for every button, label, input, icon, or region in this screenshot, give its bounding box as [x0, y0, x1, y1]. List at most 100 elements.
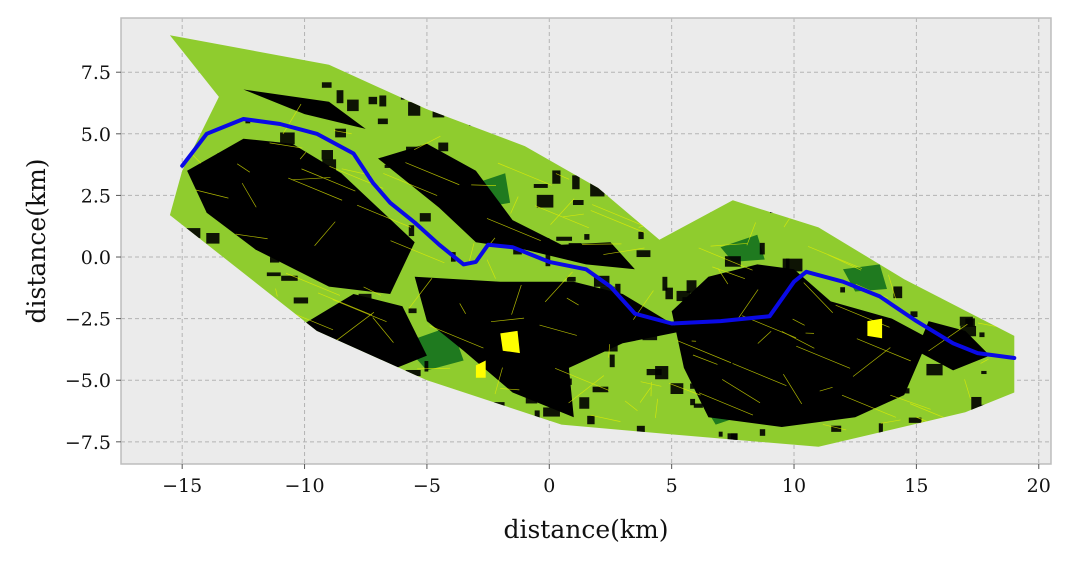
building-block [574, 286, 578, 298]
road-line [500, 388, 520, 391]
building-block [432, 110, 445, 118]
building-block [552, 170, 561, 184]
road-line [550, 198, 575, 225]
road-line [555, 173, 570, 180]
road-line [639, 387, 652, 403]
building-block [893, 286, 903, 299]
building-block [563, 344, 578, 351]
building-block [500, 345, 509, 359]
building-block [759, 429, 766, 436]
building-block [826, 334, 840, 348]
building-block [630, 316, 637, 328]
road-line [803, 282, 834, 313]
building-block [910, 311, 918, 318]
yellow-patch [500, 330, 520, 354]
building-block [636, 250, 651, 258]
building-block [403, 160, 420, 175]
building-block [698, 349, 713, 361]
major-road [429, 325, 484, 349]
building-block [638, 231, 644, 240]
building-block [579, 344, 589, 354]
building-block [693, 403, 703, 408]
road-line [408, 278, 433, 309]
building-block [840, 287, 846, 293]
building-block [655, 366, 669, 380]
y-axis-title: distance(km) [22, 158, 51, 323]
building-block [406, 146, 421, 156]
building-block [727, 433, 738, 441]
major-road [534, 205, 589, 229]
road-line [235, 233, 268, 240]
y-tick-label: 0.0 [81, 247, 111, 269]
road-line [336, 312, 375, 341]
building-block [309, 220, 315, 225]
road-line [852, 347, 891, 377]
building-block [722, 379, 736, 385]
road-line [888, 274, 897, 300]
road-line [195, 189, 229, 199]
building-block [523, 240, 531, 246]
x-axis: −15 −10 −5 0 5 10 15 20 [162, 464, 1051, 497]
building-block [733, 377, 745, 387]
road-line [692, 354, 718, 365]
road-line [710, 243, 748, 247]
building-block [572, 200, 584, 206]
building-block [332, 199, 340, 211]
building-block [862, 370, 872, 379]
major-road [554, 367, 610, 391]
major-road [698, 247, 753, 271]
building-block [405, 369, 421, 377]
building-block [878, 423, 883, 437]
major-road [288, 177, 343, 201]
road-line [511, 284, 522, 315]
road-line [241, 182, 257, 208]
forest-area [720, 234, 765, 262]
building-block [926, 363, 943, 376]
map-layer [169, 35, 1017, 447]
building-block [381, 247, 393, 254]
major-road [317, 292, 372, 316]
x-tick-label: 0 [543, 475, 555, 497]
building-block [609, 354, 615, 368]
y-tick-label: −7.5 [65, 432, 111, 454]
building-block [292, 175, 304, 190]
building-block [280, 132, 295, 145]
building-block [408, 225, 415, 237]
yellow-patch [867, 318, 883, 339]
building-block [438, 142, 449, 152]
road-line [417, 367, 451, 370]
road-line [544, 271, 573, 303]
x-tick-label: −15 [162, 475, 202, 497]
building-block [665, 287, 673, 300]
road-line [964, 379, 971, 399]
building-block [256, 169, 271, 175]
major-road [732, 363, 787, 386]
building-block [408, 102, 421, 116]
building-block [424, 361, 429, 372]
building-block [358, 293, 372, 305]
road-line [624, 400, 638, 412]
building-block [336, 90, 344, 104]
y-axis: −7.5 −5.0 −2.5 0.0 2.5 5.0 7.5 [65, 62, 121, 454]
building-block [690, 398, 696, 406]
building-block [600, 286, 615, 299]
major-road [301, 168, 356, 192]
x-tick-label: −10 [284, 475, 324, 497]
building-block [556, 236, 573, 241]
building-block [302, 226, 314, 236]
river [180, 117, 1017, 360]
building-block [582, 287, 593, 302]
building-block [854, 347, 871, 353]
major-road [285, 272, 341, 296]
building-block [615, 283, 621, 297]
building-block [525, 237, 539, 244]
road-line [510, 196, 519, 214]
major-road [497, 162, 552, 186]
x-tick-label: −5 [413, 475, 441, 497]
building-block [334, 325, 340, 336]
building-block [545, 238, 550, 250]
building-block [568, 243, 582, 248]
building-block [429, 296, 446, 308]
building-block [561, 378, 572, 385]
road-line [783, 373, 803, 405]
